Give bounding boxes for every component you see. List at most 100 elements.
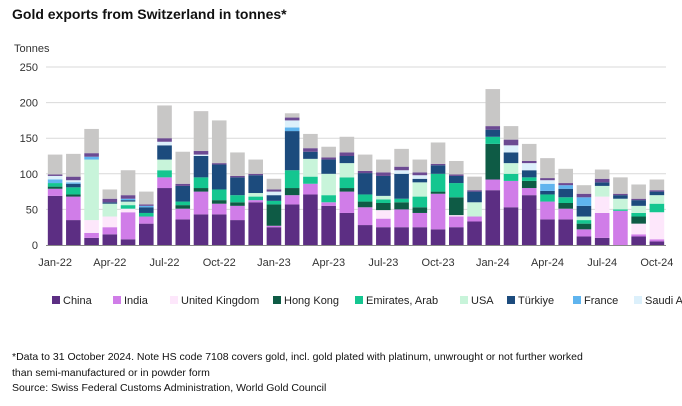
bar-segment-china: [503, 207, 519, 245]
bar-segment-emirates-arab: [449, 183, 464, 198]
bar-segment-france: [66, 182, 81, 184]
legend-label: Saudi Arabia: [645, 295, 682, 307]
bar-segment-other: [521, 143, 537, 161]
legend-label: United Kingdom: [181, 295, 259, 307]
bar-segment-t-rkiye: [230, 177, 245, 196]
bar-segment-emirates-arab: [120, 205, 136, 209]
bar-segment-hong-kong: [211, 200, 227, 204]
bar-segment-hong-kong: [394, 202, 409, 210]
bar-segment-t-rkiye: [540, 190, 555, 195]
bar-segment-emirates-arab: [248, 196, 263, 201]
bar-segment-hong-kong: [430, 191, 446, 194]
bar-segment-italy: [631, 198, 646, 201]
x-tick-label: Jan-23: [257, 257, 291, 269]
x-tick-label: Jan-24: [476, 257, 510, 269]
bar-segment-t-rkiye: [412, 178, 428, 183]
bar-segment-emirates-arab: [175, 201, 191, 206]
bar-segment-emirates-arab: [503, 173, 519, 181]
bar-segment-usa: [649, 195, 665, 204]
bar-segment-other: [649, 179, 665, 191]
bar-segment-italy: [193, 151, 209, 155]
bar-segment-usa: [503, 163, 519, 174]
bar-segment-italy: [649, 190, 665, 192]
bar-segment-t-rkiye: [321, 159, 336, 174]
bar-segment-india: [449, 216, 464, 228]
bar-segment-hong-kong: [412, 207, 428, 213]
bar-segment-emirates-arab: [613, 209, 628, 211]
bar-segment-hong-kong: [66, 194, 81, 197]
bar-segment-emirates-arab: [631, 212, 646, 217]
bar-segment-hong-kong: [230, 202, 245, 206]
y-tick-label: 0: [32, 240, 38, 252]
bar-segment-india: [430, 193, 446, 230]
bar-segment-india: [139, 216, 154, 224]
legend-swatch: [507, 296, 515, 304]
bar-segment-india: [230, 205, 245, 221]
bar-segment-india: [175, 208, 191, 220]
bar-segment-saudi-arabia: [284, 120, 300, 128]
bar-segment-india: [376, 218, 391, 228]
bar-segment-other: [102, 189, 118, 199]
bar-segment-saudi-arabia: [412, 175, 428, 179]
bar-segment-india: [503, 180, 519, 208]
bar-segment-t-rkiye: [266, 195, 282, 201]
bar-segment-italy: [47, 174, 63, 176]
bar-segment-united-kingdom: [120, 208, 136, 213]
bar-segment-italy: [139, 204, 154, 206]
bar-segment-china: [430, 229, 446, 245]
bar-segment-india: [248, 200, 263, 203]
legend-swatch: [460, 296, 468, 304]
bar-segment-other: [139, 191, 154, 205]
bar-segment-united-kingdom: [376, 210, 391, 219]
bar-segment-hong-kong: [47, 186, 63, 189]
bar-segment-emirates-arab: [376, 199, 391, 203]
bar-segment-india: [540, 201, 555, 220]
bar-segment-france: [284, 127, 300, 132]
bar-segment-china: [193, 214, 209, 245]
bar-segment-other: [175, 151, 191, 184]
bar-segment-china: [376, 227, 391, 245]
bar-segment-t-rkiye: [102, 202, 118, 204]
bar-segment-emirates-arab: [266, 200, 282, 205]
bar-segment-china: [102, 234, 118, 245]
bar-segment-t-rkiye: [303, 151, 318, 159]
bar-segment-india: [357, 207, 373, 226]
x-tick-label: Apr-22: [93, 257, 126, 269]
bar-segment-india: [120, 212, 136, 240]
bar-segment-china: [394, 227, 409, 245]
legend-label: China: [63, 295, 93, 307]
bar-segment-china: [84, 237, 99, 245]
chart-svg: Tonnes 0 50 100 150 200 250 Jan-22 Apr-22 Jul-22 O…: [14, 43, 682, 307]
bar-segment-saudi-arabia: [521, 163, 537, 171]
bar-segment-other: [394, 148, 409, 167]
bar-segment-france: [139, 205, 154, 208]
bar-segment-united-kingdom: [84, 220, 99, 233]
legend-label: France: [584, 295, 618, 307]
bar-segment-usa: [321, 173, 336, 196]
bar-segment-t-rkiye: [649, 191, 665, 196]
bar-segment-italy: [321, 157, 336, 160]
bar-segment-india: [649, 239, 665, 242]
bar-segment-italy: [449, 174, 464, 176]
bar-segment-italy: [558, 183, 573, 186]
x-tick-label: Apr-24: [531, 257, 564, 269]
bar-segment-emirates-arab: [357, 194, 373, 202]
bar-segment-other: [540, 158, 555, 179]
y-tick-label: 250: [20, 62, 38, 74]
bar-segment-emirates-arab: [649, 203, 665, 213]
bar-segment-emirates-arab: [339, 177, 355, 189]
bar-segment-india: [613, 210, 628, 245]
bar-segment-usa: [248, 193, 263, 197]
bar-segment-italy: [594, 178, 610, 183]
bar-segment-other: [284, 113, 300, 118]
x-tick-label: Oct-22: [203, 257, 236, 269]
legend-label: Türkiye: [518, 295, 554, 307]
bar-segment-italy: [467, 190, 482, 192]
bar-segment-usa: [120, 201, 136, 206]
bar-segment-china: [248, 202, 263, 245]
bar-segment-india: [321, 202, 336, 206]
bar-segment-usa: [376, 195, 391, 200]
bar-segment-other: [485, 89, 501, 127]
bar-segment-italy: [430, 163, 446, 166]
